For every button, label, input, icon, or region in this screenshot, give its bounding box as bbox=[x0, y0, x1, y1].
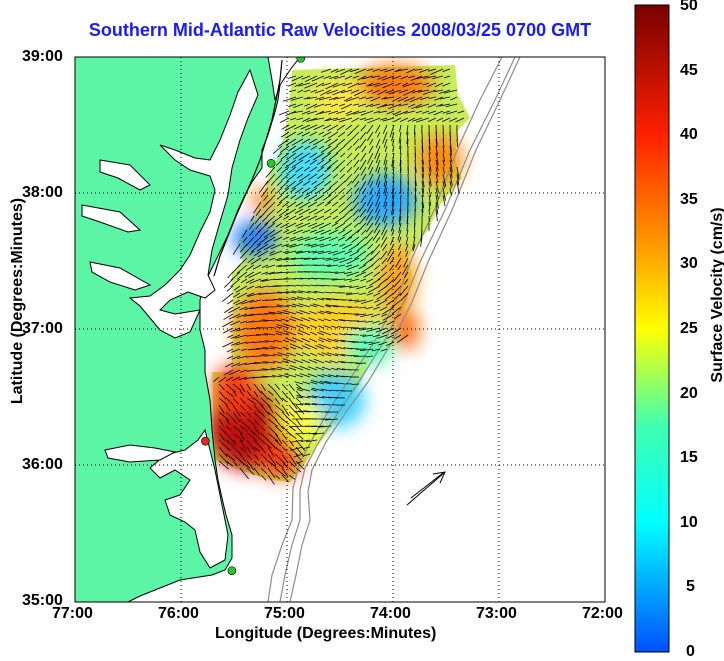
colorbar-label: Surface Velocity (cm/s) bbox=[709, 165, 724, 425]
y-tick-label: 35:00 bbox=[22, 592, 63, 610]
velocity-vector bbox=[348, 307, 359, 308]
colorbar-tick-label: 35 bbox=[680, 191, 698, 209]
x-axis-label: Longitude (Degrees:Minutes) bbox=[215, 625, 436, 643]
colorbar-tick-label: 0 bbox=[686, 643, 695, 661]
colorbar-tick-label: 5 bbox=[686, 578, 695, 596]
x-tick-label: 72:00 bbox=[582, 605, 623, 623]
radar-station-marker bbox=[201, 437, 209, 445]
velocity-vector bbox=[298, 265, 310, 266]
y-tick-label: 36:00 bbox=[22, 456, 63, 474]
x-tick-label: 75:00 bbox=[264, 605, 305, 623]
y-axis-label: Latitude (Degrees:Minutes) bbox=[9, 171, 27, 431]
velocity-vector bbox=[400, 195, 401, 202]
velocity-vector bbox=[256, 334, 268, 335]
radar-station-marker bbox=[297, 54, 305, 62]
colorbar-tick-label: 30 bbox=[680, 255, 698, 273]
velocity-vector bbox=[356, 363, 366, 364]
x-tick-label: 73:00 bbox=[476, 605, 517, 623]
colorbar-tick-label: 15 bbox=[680, 449, 698, 467]
velocity-vector bbox=[415, 195, 416, 203]
velocity-vector bbox=[273, 299, 282, 300]
radar-station-marker bbox=[267, 159, 275, 167]
y-tick-label: 38:00 bbox=[22, 184, 63, 202]
x-tick-label: 74:00 bbox=[370, 605, 411, 623]
velocity-vector bbox=[314, 265, 324, 266]
velocity-vector bbox=[415, 153, 416, 160]
colorbar-tick-label: 45 bbox=[680, 62, 698, 80]
colorbar bbox=[635, 5, 669, 652]
y-tick-label: 37:00 bbox=[22, 320, 63, 338]
radar-station-marker bbox=[228, 567, 236, 575]
colorbar-tick-label: 10 bbox=[680, 514, 698, 532]
colorbar-tick-label: 50 bbox=[680, 0, 698, 15]
colorbar-tick-label: 20 bbox=[680, 385, 698, 403]
x-tick-label: 76:00 bbox=[158, 605, 199, 623]
colorbar-tick-label: 40 bbox=[680, 126, 698, 144]
y-tick-label: 39:00 bbox=[22, 48, 63, 66]
colorbar-tick-label: 25 bbox=[680, 320, 698, 338]
